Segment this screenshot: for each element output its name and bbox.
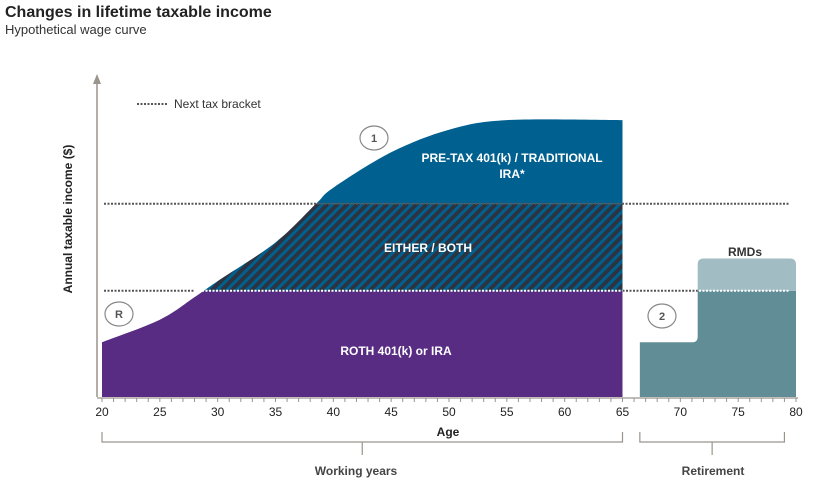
area-either-both [203,203,623,291]
x-tick-label: 75 [731,405,745,419]
area-roth [102,290,623,397]
region-label-pretax-1: PRE-TAX 401(k) / TRADITIONAL [421,151,602,165]
x-tick-label: 35 [269,405,283,419]
svg-text:2: 2 [659,311,665,323]
x-tick-label: 25 [153,405,167,419]
x-tick-label: 60 [558,405,572,419]
marker-1: 1 [359,125,389,151]
x-tick-label: 50 [442,405,456,419]
legend-label: Next tax bracket [174,97,261,111]
group-label-working: Working years [315,464,398,478]
x-tick-label: 30 [211,405,225,419]
region-label-rmds: RMDs [728,245,762,259]
area-retirement-income [639,290,796,397]
svg-text:R: R [115,309,123,321]
y-axis-arrow-icon [93,74,101,84]
x-tick-label: 45 [384,405,398,419]
group-label-retirement: Retirement [682,464,745,478]
region-label-pretax-2: IRA* [499,167,525,181]
x-tick-label: 20 [95,405,109,419]
area-rmds [697,258,796,291]
x-tick-label: 55 [500,405,514,419]
x-tick-label: 40 [327,405,341,419]
chart-subtitle: Hypothetical wage curve [5,22,147,37]
region-label-either: EITHER / BOTH [384,241,472,255]
y-axis-label: Annual taxable income ($) [61,145,75,294]
region-label-roth: ROTH 401(k) or IRA [340,344,452,358]
x-tick-label: 80 [789,405,803,419]
marker-2: 2 [647,303,677,329]
x-tick-label: 70 [674,405,688,419]
group-bracket [639,432,786,455]
x-tick-label: 65 [616,405,630,419]
svg-text:1: 1 [371,133,377,145]
group-bracket [101,432,624,455]
x-axis-label: Age [437,425,460,439]
chart-title: Changes in lifetime taxable income [5,4,272,21]
marker-r: R [104,301,134,327]
area-pretax [315,119,623,204]
